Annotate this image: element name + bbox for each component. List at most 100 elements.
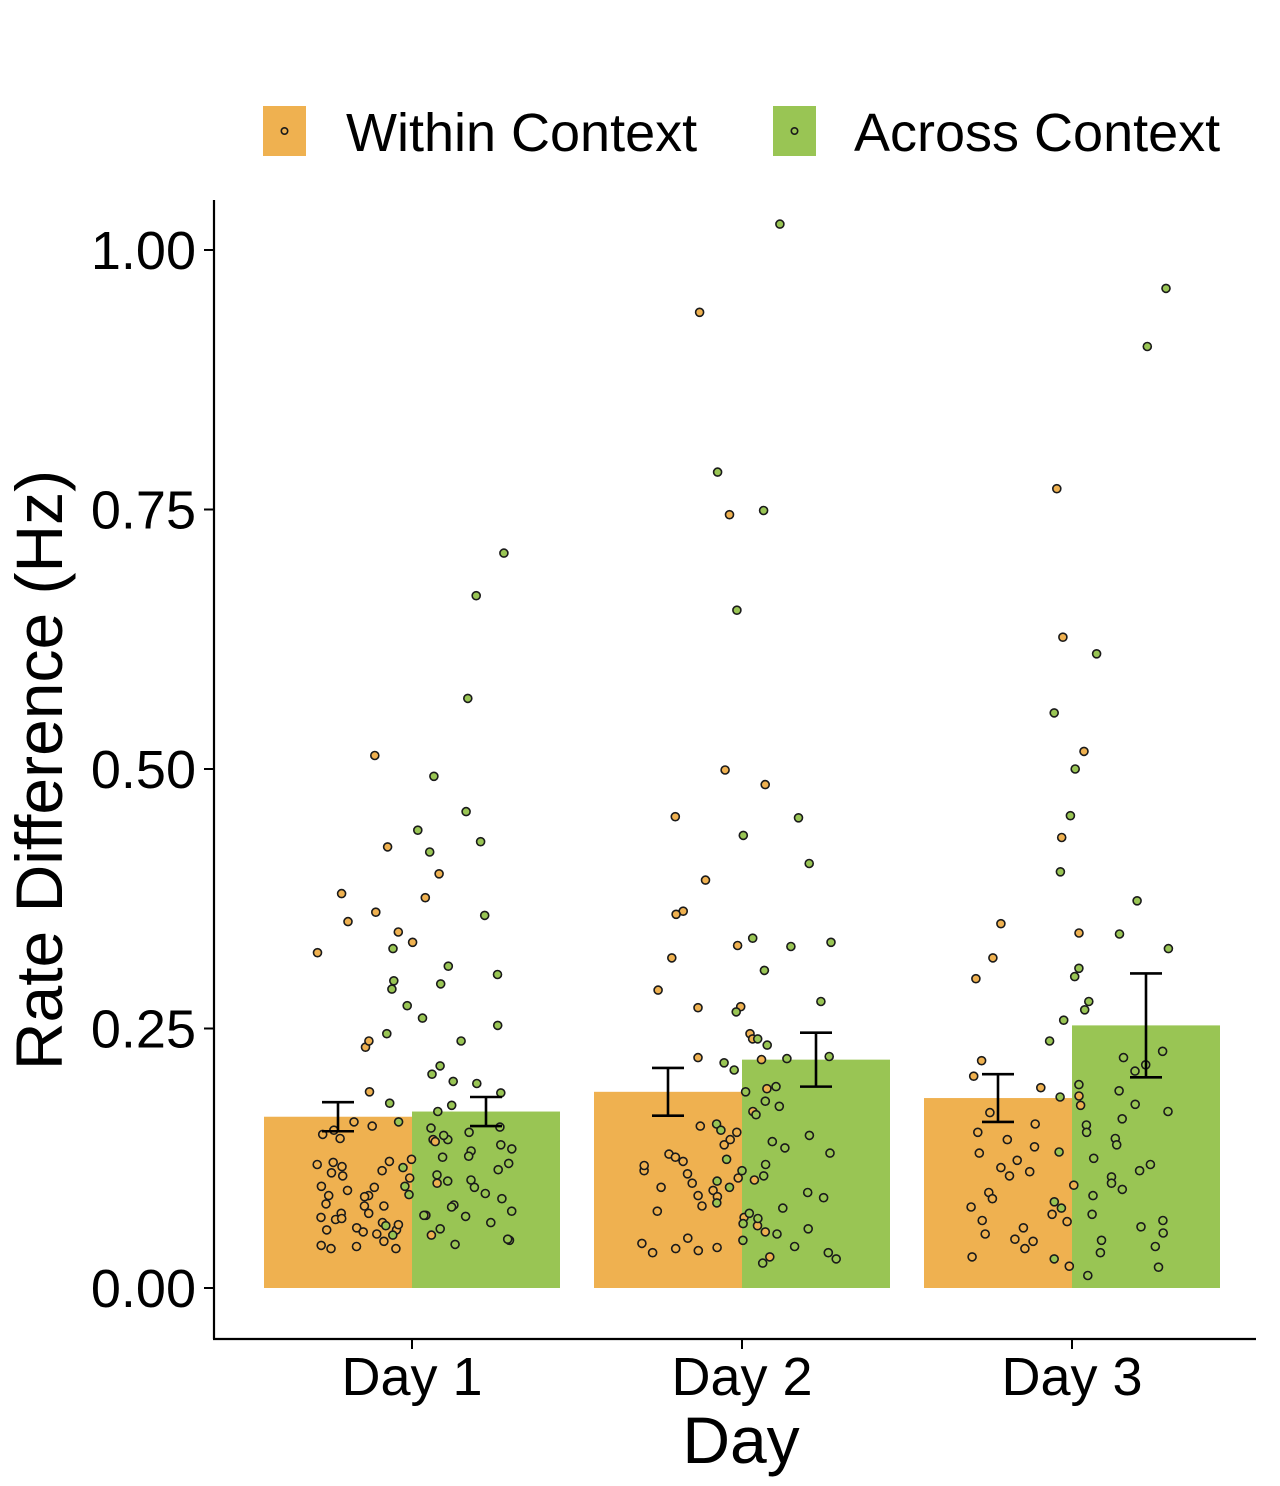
data-point-within-day3 [1056,832,1067,843]
data-point-within-day2 [732,940,743,951]
data-point-across-day1 [437,1152,448,1162]
data-point-across-day2 [724,1182,735,1193]
data-point-across-day2 [831,1254,842,1264]
data-point-across-day2 [732,605,742,616]
data-point-across-day1 [381,1028,392,1039]
data-point-across-day3 [1158,1228,1168,1238]
y-tick-label: 1.00 [91,221,196,281]
data-point-within-day1 [391,1243,401,1254]
data-point-across-day3 [1130,1066,1140,1076]
x-axis-ticks: Day 1 Day 2 Day 3 [341,1339,1143,1407]
data-point-across-day2 [772,1229,782,1239]
bar-within-3 [924,1098,1072,1288]
data-point-within-day2 [652,1206,663,1216]
data-point-within-day3 [1002,1134,1013,1145]
legend-point-across [790,127,799,136]
data-point-across-day3 [1111,1140,1122,1150]
data-point-within-day3 [974,1148,985,1158]
data-point-across-day2 [738,1235,748,1246]
data-point-within-day1 [406,1154,417,1165]
data-point-within-day1 [358,1227,369,1237]
data-point-across-day2 [744,1208,755,1219]
data-point-within-day3 [996,1162,1006,1173]
data-point-within-day3 [967,1252,977,1262]
data-point-within-day1 [326,1243,336,1254]
error-bar-across-2 [800,1031,832,1088]
data-point-across-day1 [495,1088,506,1098]
data-point-across-day2 [767,1136,778,1147]
data-point-across-day3 [1081,1127,1092,1138]
data-point-within-day1 [359,1191,370,1202]
data-point-across-day2 [826,937,836,948]
data-point-within-day1 [336,1213,347,1224]
data-point-across-day1 [424,847,435,857]
data-point-across-day3 [1070,764,1080,774]
data-point-across-day2 [759,965,770,976]
data-point-across-day2 [751,1109,761,1120]
data-point-within-day1 [393,927,404,937]
data-point-across-day1 [388,943,398,954]
data-point-within-day1 [379,1236,389,1247]
data-point-across-day2 [804,1130,815,1141]
data-point-across-day2 [757,1258,768,1268]
data-point-within-day1 [407,937,418,948]
data-point-within-day1 [382,842,393,852]
legend: Within Context Across Context [263,103,1220,163]
data-point-within-day3 [1024,1166,1035,1177]
data-point-across-day3 [1044,1036,1055,1046]
data-point-across-day1 [471,1078,482,1089]
data-point-across-day3 [1069,971,1080,982]
x-tick-label: Day 3 [1001,1347,1142,1407]
data-point-across-day2 [771,1081,781,1092]
data-point-within-day2 [760,1227,771,1237]
data-point-within-day3 [1079,746,1089,757]
data-point-across-day1 [384,1098,395,1108]
data-point-across-day1 [402,1000,413,1011]
data-point-across-day1 [464,1127,474,1138]
data-point-across-day2 [721,1154,732,1165]
data-point-within-day3 [1004,1171,1015,1181]
error-bar-within-1 [322,1100,354,1133]
data-point-across-day1 [432,1170,442,1180]
data-point-within-day3 [968,1071,979,1081]
data-point-within-day3 [1012,1155,1023,1166]
y-tick-label: 0.50 [91,740,196,800]
data-point-across-day3 [1049,1197,1060,1207]
data-point-across-day1 [438,1130,449,1141]
data-point-across-day1 [499,548,509,558]
data-point-across-day1 [435,1061,445,1071]
data-point-within-day2 [700,875,711,885]
data-point-across-day1 [461,806,471,817]
data-point-across-day1 [387,1230,398,1240]
data-point-across-day1 [463,1151,474,1161]
data-point-within-day1 [351,1241,362,1252]
data-point-across-day1 [404,1189,414,1200]
data-point-across-day3 [1088,1190,1098,1201]
data-point-within-day2 [760,779,771,790]
data-point-across-day1 [495,1140,506,1150]
data-point-across-day3 [1134,1165,1145,1176]
data-point-within-day1 [432,1178,442,1188]
data-point-across-day1 [456,1036,466,1046]
data-point-within-day1 [370,907,381,918]
data-point-across-day2 [711,1198,722,1208]
data-point-within-day2 [731,1127,742,1138]
data-point-across-day2 [760,1159,771,1170]
legend-label-within: Within Context [346,103,697,163]
data-point-across-day2 [740,1087,751,1097]
data-point-within-day2 [682,1169,693,1179]
data-point-across-day1 [503,1158,514,1169]
data-point-across-day3 [1117,1184,1128,1195]
data-point-across-day2 [738,830,749,841]
data-point-across-day1 [400,1181,410,1192]
data-point-across-day1 [446,1100,457,1111]
data-point-within-day1 [321,1199,331,1209]
y-axis-ticks: 0.00 0.25 0.50 0.75 1.00 [91,221,214,1319]
data-point-within-day2 [653,985,663,995]
data-point-within-day3 [977,1215,988,1226]
data-point-across-day1 [493,1164,504,1175]
data-point-across-day3 [1088,1153,1099,1164]
data-point-within-day3 [980,1229,991,1239]
data-point-within-day3 [996,918,1006,929]
data-point-within-day1 [364,1036,374,1046]
